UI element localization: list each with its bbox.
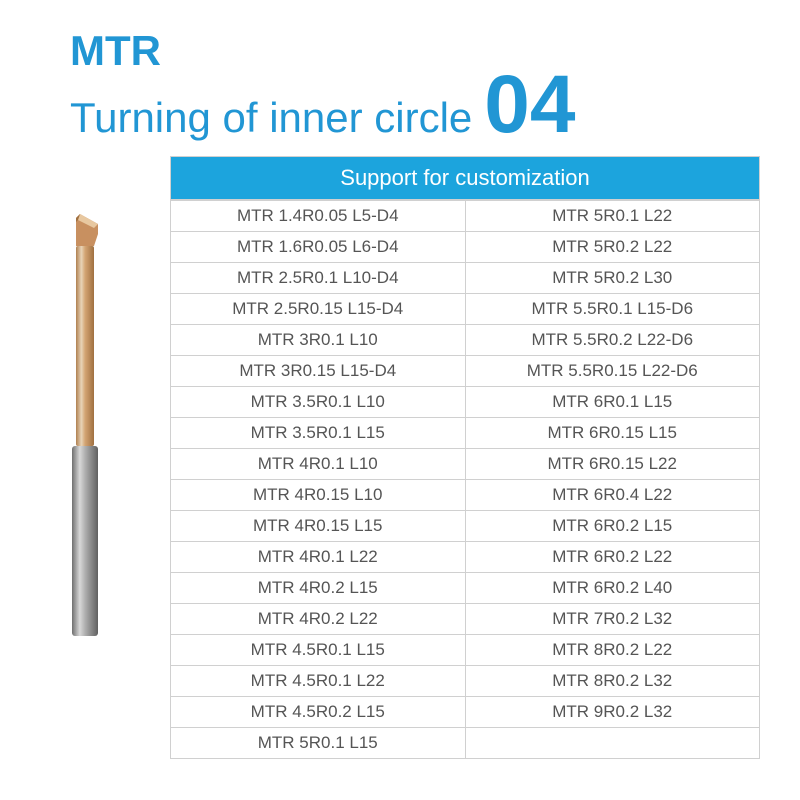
content-area: Support for customization MTR 1.4R0.05 L…	[0, 156, 800, 759]
spec-cell-right: MTR 5.5R0.15 L22-D6	[465, 356, 760, 387]
table-row: MTR 4R0.2 L15MTR 6R0.2 L40	[171, 573, 760, 604]
spec-cell-left: MTR 4.5R0.1 L22	[171, 666, 466, 697]
spec-cell-left: MTR 4R0.1 L10	[171, 449, 466, 480]
title-number: 04	[484, 72, 575, 138]
spec-cell-left: MTR 2.5R0.1 L10-D4	[171, 263, 466, 294]
table-row: MTR 4R0.1 L22MTR 6R0.2 L22	[171, 542, 760, 573]
title-subtitle-wrap: Turning of inner circle 04	[70, 72, 800, 141]
spec-cell-right: MTR 5R0.2 L30	[465, 263, 760, 294]
table-row: MTR 5R0.1 L15	[171, 728, 760, 759]
spec-cell-left: MTR 3R0.1 L10	[171, 325, 466, 356]
spec-cell-right: MTR 6R0.2 L40	[465, 573, 760, 604]
spec-cell-left: MTR 4R0.2 L15	[171, 573, 466, 604]
spec-cell-right: MTR 6R0.1 L15	[465, 387, 760, 418]
spec-cell-left: MTR 4R0.2 L22	[171, 604, 466, 635]
table-row: MTR 3R0.15 L15-D4MTR 5.5R0.15 L22-D6	[171, 356, 760, 387]
table-row: MTR 3.5R0.1 L10MTR 6R0.1 L15	[171, 387, 760, 418]
table-row: MTR 2.5R0.15 L15-D4MTR 5.5R0.1 L15-D6	[171, 294, 760, 325]
tool-icon	[50, 206, 120, 646]
spec-cell-right: MTR 6R0.4 L22	[465, 480, 760, 511]
spec-cell-left: MTR 3.5R0.1 L10	[171, 387, 466, 418]
spec-cell-right: MTR 5R0.2 L22	[465, 232, 760, 263]
spec-cell-left: MTR 5R0.1 L15	[171, 728, 466, 759]
spec-cell-right: MTR 6R0.2 L22	[465, 542, 760, 573]
table-row: MTR 4.5R0.2 L15MTR 9R0.2 L32	[171, 697, 760, 728]
spec-cell-right: MTR 5R0.1 L22	[465, 201, 760, 232]
table-row: MTR 4R0.2 L22MTR 7R0.2 L32	[171, 604, 760, 635]
table-row: MTR 4R0.1 L10MTR 6R0.15 L22	[171, 449, 760, 480]
table-header: Support for customization	[170, 156, 760, 200]
spec-cell-right: MTR 6R0.15 L15	[465, 418, 760, 449]
spec-cell-left: MTR 4R0.1 L22	[171, 542, 466, 573]
spec-cell-left: MTR 3R0.15 L15-D4	[171, 356, 466, 387]
table-row: MTR 4R0.15 L10MTR 6R0.4 L22	[171, 480, 760, 511]
table-row: MTR 4.5R0.1 L22MTR 8R0.2 L32	[171, 666, 760, 697]
spec-cell-left: MTR 4R0.15 L15	[171, 511, 466, 542]
spec-cell-right: MTR 8R0.2 L22	[465, 635, 760, 666]
specification-table: MTR 1.4R0.05 L5-D4MTR 5R0.1 L22MTR 1.6R0…	[170, 200, 760, 759]
spec-cell-right: MTR 5.5R0.2 L22-D6	[465, 325, 760, 356]
spec-cell-right: MTR 9R0.2 L32	[465, 697, 760, 728]
spec-cell-right: MTR 6R0.2 L15	[465, 511, 760, 542]
table-row: MTR 4.5R0.1 L15MTR 8R0.2 L22	[171, 635, 760, 666]
specification-table-wrap: Support for customization MTR 1.4R0.05 L…	[160, 156, 760, 759]
spec-cell-left: MTR 4R0.15 L10	[171, 480, 466, 511]
table-row: MTR 1.4R0.05 L5-D4MTR 5R0.1 L22	[171, 201, 760, 232]
spec-cell-right: MTR 8R0.2 L32	[465, 666, 760, 697]
tool-illustration	[50, 156, 160, 759]
spec-cell-right: MTR 5.5R0.1 L15-D6	[465, 294, 760, 325]
spec-cell-right	[465, 728, 760, 759]
table-row: MTR 3.5R0.1 L15MTR 6R0.15 L15	[171, 418, 760, 449]
spec-cell-right: MTR 6R0.15 L22	[465, 449, 760, 480]
title-description: Turning of inner circle	[70, 95, 472, 141]
table-row: MTR 2.5R0.1 L10-D4MTR 5R0.2 L30	[171, 263, 760, 294]
table-row: MTR 3R0.1 L10MTR 5.5R0.2 L22-D6	[171, 325, 760, 356]
spec-cell-right: MTR 7R0.2 L32	[465, 604, 760, 635]
spec-cell-left: MTR 1.6R0.05 L6-D4	[171, 232, 466, 263]
header-section: MTR Turning of inner circle 04	[0, 0, 800, 156]
table-row: MTR 4R0.15 L15MTR 6R0.2 L15	[171, 511, 760, 542]
spec-cell-left: MTR 4.5R0.2 L15	[171, 697, 466, 728]
title-code: MTR	[70, 30, 800, 72]
spec-cell-left: MTR 1.4R0.05 L5-D4	[171, 201, 466, 232]
spec-cell-left: MTR 2.5R0.15 L15-D4	[171, 294, 466, 325]
spec-cell-left: MTR 4.5R0.1 L15	[171, 635, 466, 666]
spec-cell-left: MTR 3.5R0.1 L15	[171, 418, 466, 449]
table-row: MTR 1.6R0.05 L6-D4MTR 5R0.2 L22	[171, 232, 760, 263]
